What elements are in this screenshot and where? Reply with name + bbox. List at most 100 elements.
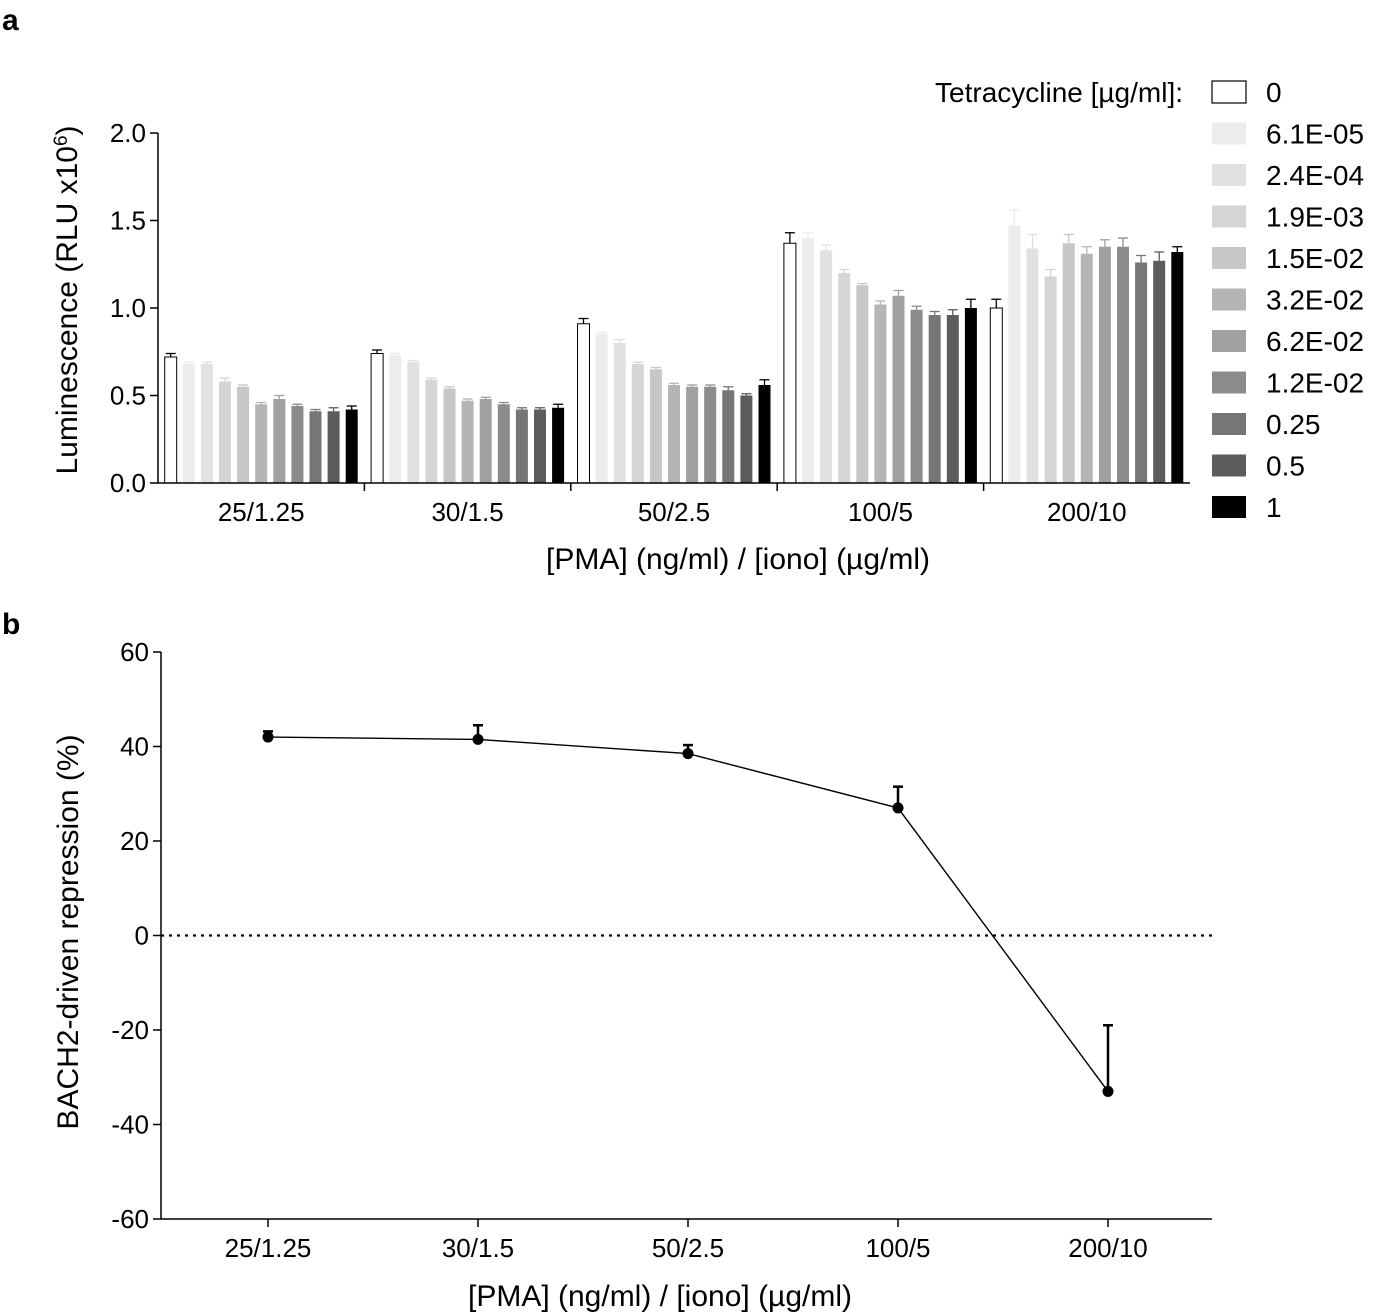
bar [722,390,735,483]
bar [1098,246,1111,483]
bar [237,386,250,483]
bar [1026,248,1039,483]
y-tick-label-b: -60 [111,1204,149,1234]
data-point [472,733,484,745]
bar [802,238,814,483]
legend-swatch [1212,122,1246,145]
legend-entry-label: 0.25 [1266,409,1321,440]
bar [255,404,268,483]
bar [182,364,195,483]
legend-swatch [1212,413,1246,435]
bar [1080,253,1093,483]
y-tick-label-a: 2.0 [110,118,146,148]
x-tick-label-b: 200/10 [1068,1233,1148,1263]
y-tick-label-b: 0 [135,921,149,951]
data-point [892,802,904,814]
y-tick-label-a: 1.0 [110,293,146,323]
legend-entry-label: 1 [1266,492,1282,523]
bar [291,406,304,483]
x-tick-label-b: 50/2.5 [652,1233,724,1263]
bar-group-layer [164,209,1184,484]
legend-swatch [1212,330,1246,352]
legend-entry-label: 1.9E-03 [1266,202,1364,233]
y-tick-label-b: 40 [120,732,149,762]
legend-entry-label: 0.5 [1266,451,1305,482]
bar [892,295,905,483]
bar [1062,243,1075,483]
legend-swatch [1212,205,1246,228]
bar [595,334,608,483]
x-tick-label-a: 25/1.25 [218,497,305,527]
y-axis-title-main: Luminescence (RLU x10 [51,146,84,475]
bar [370,353,384,484]
bar [1117,246,1129,483]
x-tick-label-b: 30/1.5 [442,1233,514,1263]
bar [164,356,178,484]
bar [534,409,546,483]
bar [389,355,402,483]
bar [461,400,474,483]
y-axis-title-end: ) [51,125,84,135]
bar [1044,276,1057,483]
legend-entry-label: 6.1E-05 [1266,119,1364,150]
y-tick-label-a: 1.5 [110,206,146,236]
bar [200,364,213,483]
bar [309,411,322,483]
legend-entry-label: 2.4E-04 [1266,160,1364,191]
legend-entry-label: 3.2E-02 [1266,285,1364,316]
panel-letter-a: a [2,4,19,37]
panel-letter-b: b [2,608,20,641]
bar [552,407,565,483]
y-tick-label-b: -20 [111,1015,149,1045]
y-tick-label-b: -40 [111,1110,149,1140]
bar [273,399,286,483]
legend-swatch [1212,288,1246,311]
y-tick-label-b: 20 [120,826,149,856]
legend-swatch [1212,164,1246,186]
axes-layer-b [153,651,1212,1227]
legend-swatch [1212,496,1246,518]
legend-title: Tetracycline [µg/ml]: [935,77,1183,108]
bar [327,411,340,483]
bar [577,323,590,484]
legend-swatch [1212,247,1246,269]
series-layer-b [262,723,1114,1097]
legend: Tetracycline [µg/ml]: 0 6.1E-05 2.4E-04 1.9… [935,77,1364,523]
bar [946,315,959,483]
bar [443,388,456,483]
bar [515,409,528,483]
bar [740,395,753,483]
bar [613,343,626,483]
legend-swatch [1211,80,1247,104]
bar [820,250,833,483]
tick-labels-layer-b: 60 40 20 0 -20 -40 -60 25/1.25 30/1.5 50/2.5 100/5… [111,637,1147,1263]
x-axis-title-b: [PMA] (ng/ml) / [iono] (µg/ml) [468,1280,852,1313]
y-axis-title-a: Luminescence (RLU x106) [51,125,85,474]
data-point [1102,1085,1114,1097]
bar-chart-panel: 0.0 0.5 1.0 1.5 2.0 25/1.25 30/1.5 50/2.5 100/5 2… [51,77,1365,576]
y-axis-title-b: BACH2-driven repression (%) [52,734,85,1129]
bar [407,362,420,483]
bar [345,409,358,483]
bar [856,285,869,483]
line-chart-panel: 60 40 20 0 -20 -40 -60 25/1.25 30/1.5 50/2.5 100/5… [52,637,1212,1313]
x-tick-label-a: 200/10 [1047,497,1127,527]
axes-layer [150,132,1190,491]
bar [964,308,977,483]
legend-swatch [1212,371,1246,394]
legend-entry-label: 1.5E-02 [1266,243,1364,274]
bar [1135,262,1148,483]
bar [1008,225,1021,483]
x-tick-label-a: 30/1.5 [431,497,503,527]
y-tick-label-a: 0.5 [110,381,146,411]
bar [479,399,492,483]
x-axis-title-a: [PMA] (ng/ml) / [iono] (µg/ml) [546,543,930,576]
legend-entry-label: 0 [1266,77,1282,108]
bar [649,369,662,483]
legend-entry-label: 1.2E-02 [1266,368,1364,399]
bar [497,404,510,483]
series-line [267,736,1109,1092]
data-point [262,731,274,743]
bar [425,379,438,483]
